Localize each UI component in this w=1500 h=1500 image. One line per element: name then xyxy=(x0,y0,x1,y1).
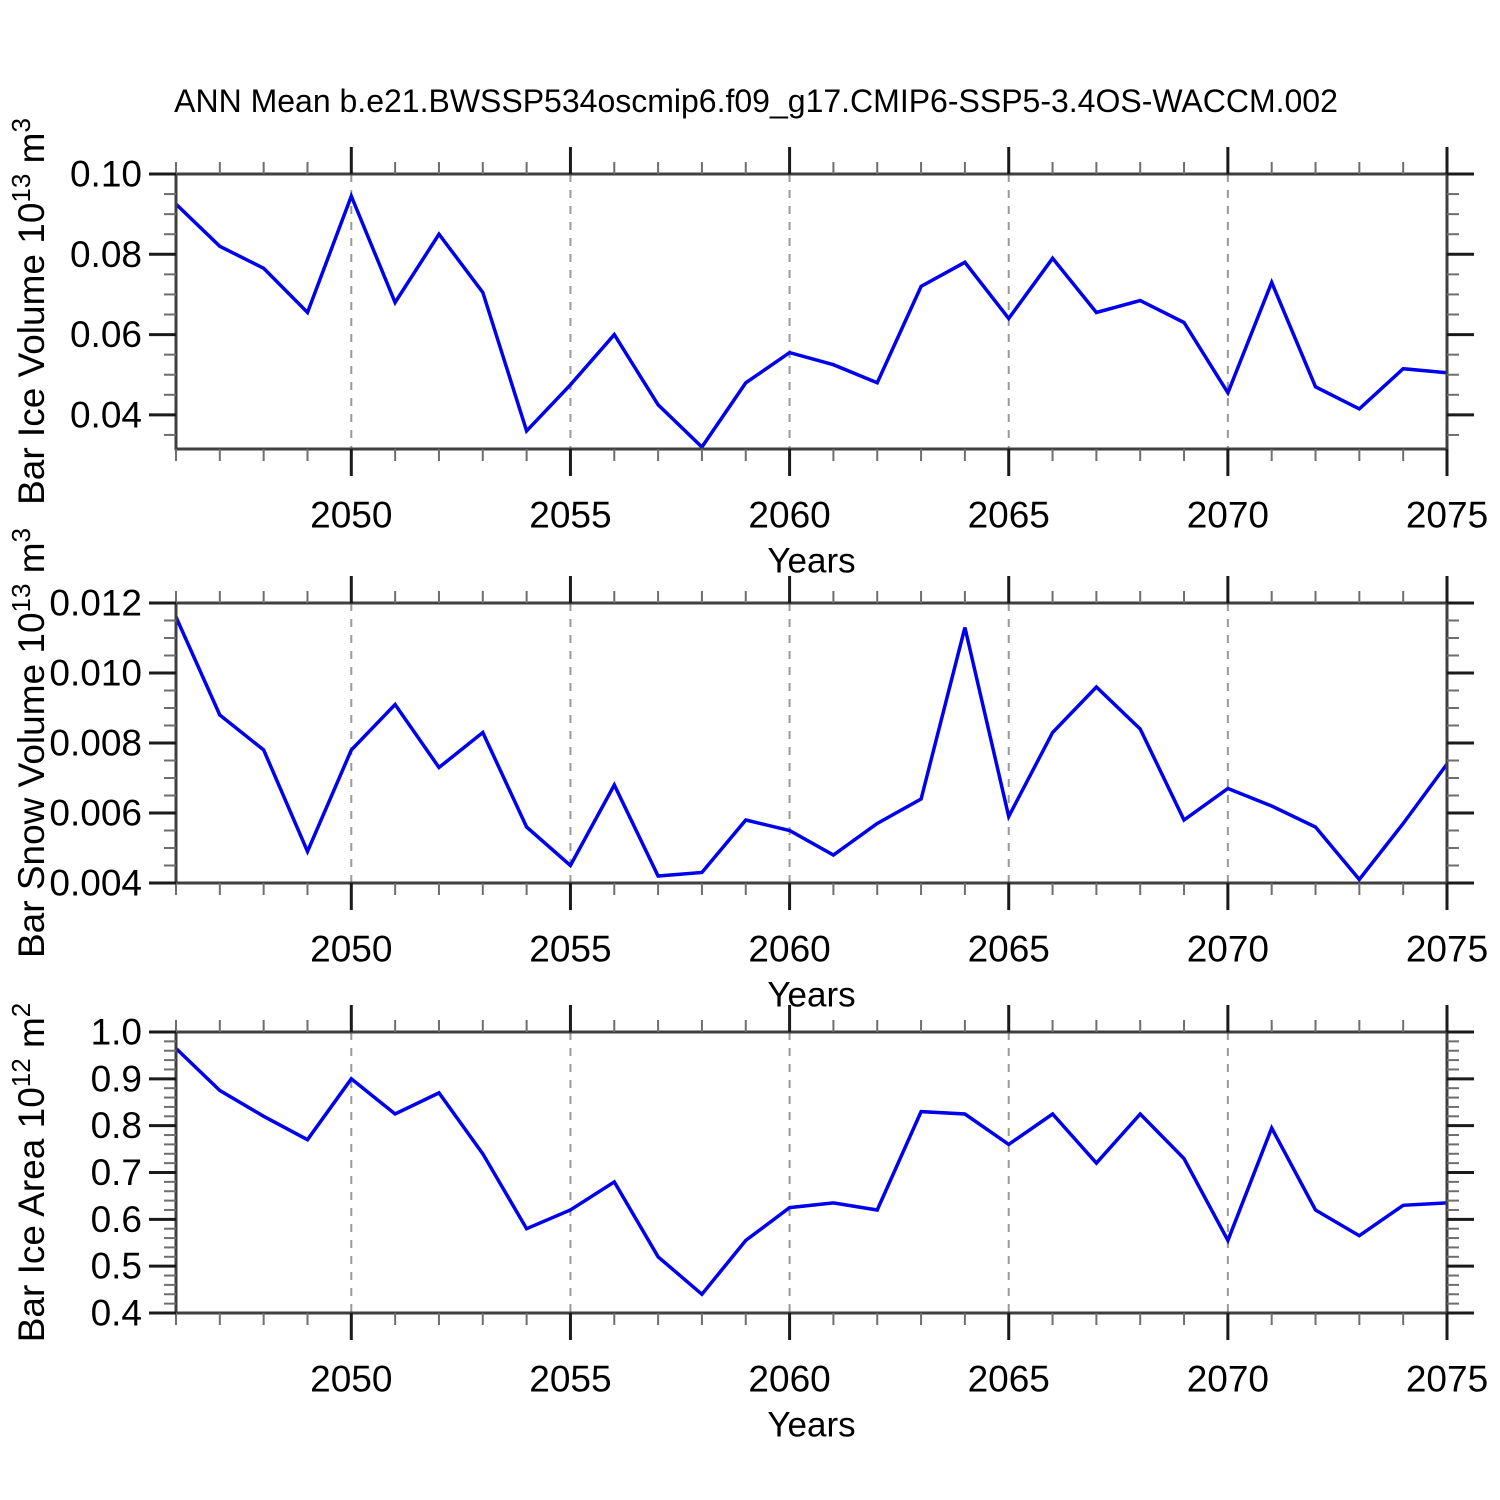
x-tick-label: 2075 xyxy=(1406,1359,1488,1400)
x-axis-title: Years xyxy=(767,1406,855,1445)
x-tick-label: 2070 xyxy=(1187,1359,1269,1400)
x-tick-label: 2055 xyxy=(529,1359,611,1400)
x-tick-label: 2075 xyxy=(1406,929,1488,970)
axis-frame xyxy=(174,172,1449,451)
x-tick-label: 2065 xyxy=(968,495,1050,536)
x-axis-title: Years xyxy=(767,542,855,581)
x-axis-title: Years xyxy=(767,976,855,1015)
panel-ice-volume: 2050 2055 2060 2065 2070 2075 Years 0.04 0.06 0.0… xyxy=(6,118,1488,580)
x-tick-label: 2070 xyxy=(1187,495,1269,536)
x-tick-label: 2055 xyxy=(529,495,611,536)
y-tick-label: 0.4 xyxy=(91,1293,142,1334)
y-tick-label: 0.8 xyxy=(91,1105,142,1146)
x-tick-label: 2050 xyxy=(310,495,392,536)
y-tick-label: 0.06 xyxy=(70,314,142,355)
x-tick-label: 2060 xyxy=(748,1359,830,1400)
series-line xyxy=(174,616,1449,883)
y-tick-label: 0.004 xyxy=(49,863,142,904)
y-axis-title: Bar Ice Volume 1013 m3 xyxy=(6,118,52,505)
y-tick-label: 0.9 xyxy=(91,1058,142,1099)
axis-frame xyxy=(174,1030,1449,1315)
x-tick-label: 2060 xyxy=(748,495,830,536)
y-tick-label: 0.010 xyxy=(49,653,142,694)
y-tick-label: 0.006 xyxy=(49,793,142,834)
x-tick-label: 2065 xyxy=(968,1359,1050,1400)
chart-title: ANN Mean b.e21.BWSSP534oscmip6.f09_g17.C… xyxy=(174,83,1338,119)
y-axis-title: Bar Ice Area 1012 m2 xyxy=(6,1003,52,1343)
y-tick-label: 0.7 xyxy=(91,1152,142,1193)
y-tick-label: 0.5 xyxy=(91,1246,142,1287)
x-tick-label: 2060 xyxy=(748,929,830,970)
y-tick-label: 1.0 xyxy=(91,1012,142,1053)
y-tick-label: 0.04 xyxy=(70,394,142,435)
x-tick-label: 2070 xyxy=(1187,929,1269,970)
series-line xyxy=(174,1047,1448,1297)
y-tick-label: 0.10 xyxy=(70,154,142,195)
y-tick-label: 0.012 xyxy=(49,583,142,624)
x-tick-label: 2050 xyxy=(310,1359,392,1400)
x-tick-label: 2075 xyxy=(1406,495,1488,536)
y-axis-title: Bar Snow Volume 1013 m3 xyxy=(6,528,52,958)
y-tick-label: 0.08 xyxy=(70,234,142,275)
panel-snow-volume: 2050 2055 2060 2065 2070 2075 Years 0.004 0.006 0… xyxy=(6,528,1488,1015)
x-tick-label: 2065 xyxy=(968,929,1050,970)
x-tick-label: 2055 xyxy=(529,929,611,970)
x-tick-label: 2050 xyxy=(310,929,392,970)
panel-ice-area: 2050 2055 2060 2065 2070 2075 Years 0.4 0.5 0.6 0.… xyxy=(6,1003,1488,1445)
series-line xyxy=(174,191,1448,450)
y-tick-label: 0.008 xyxy=(49,723,142,764)
y-tick-label: 0.6 xyxy=(91,1199,142,1240)
